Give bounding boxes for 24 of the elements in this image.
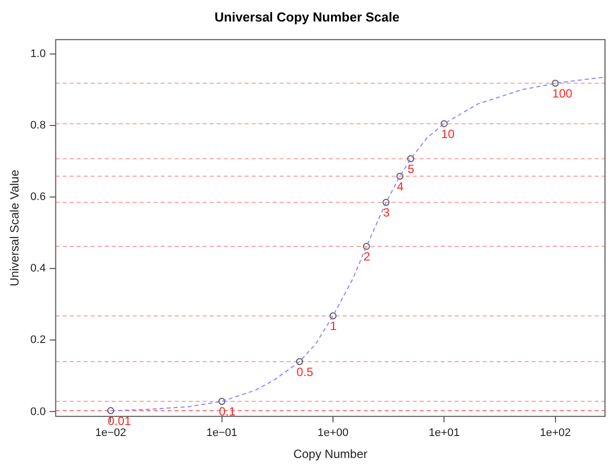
y-tick-label: 0.4 [30,262,46,275]
y-tick-label: 0.6 [30,191,46,204]
y-tick-label: 0.0 [30,406,46,418]
annotation: 5 [408,162,415,176]
annotation: 2 [363,250,370,264]
x-tick-label: 1e+02 [540,427,571,440]
x-axis-title: Copy Number [293,447,368,462]
y-tick-label: 0.2 [30,334,46,346]
x-tick-label: 1e−02 [95,427,126,440]
annotation: 100 [552,86,573,101]
annotation: 0.5 [296,364,314,379]
annotation: 10 [441,127,455,142]
annotation: 0.01 [108,414,132,428]
annotation: 1 [330,319,337,334]
y-axis-title: Universal Scale Value [8,169,22,286]
x-tick-label: 1e−01 [206,427,238,440]
annotation: 3 [383,206,390,220]
x-tick-label: 1e+00 [318,427,348,440]
annotation: 4 [396,180,404,194]
y-tick-label: 0.8 [30,120,46,132]
annotation: 0.1 [218,404,236,419]
x-tick-label: 1e+01 [428,427,460,440]
y-tick-label: 1.0 [30,48,46,60]
chart-title: Universal Copy Number Scale [214,9,400,24]
